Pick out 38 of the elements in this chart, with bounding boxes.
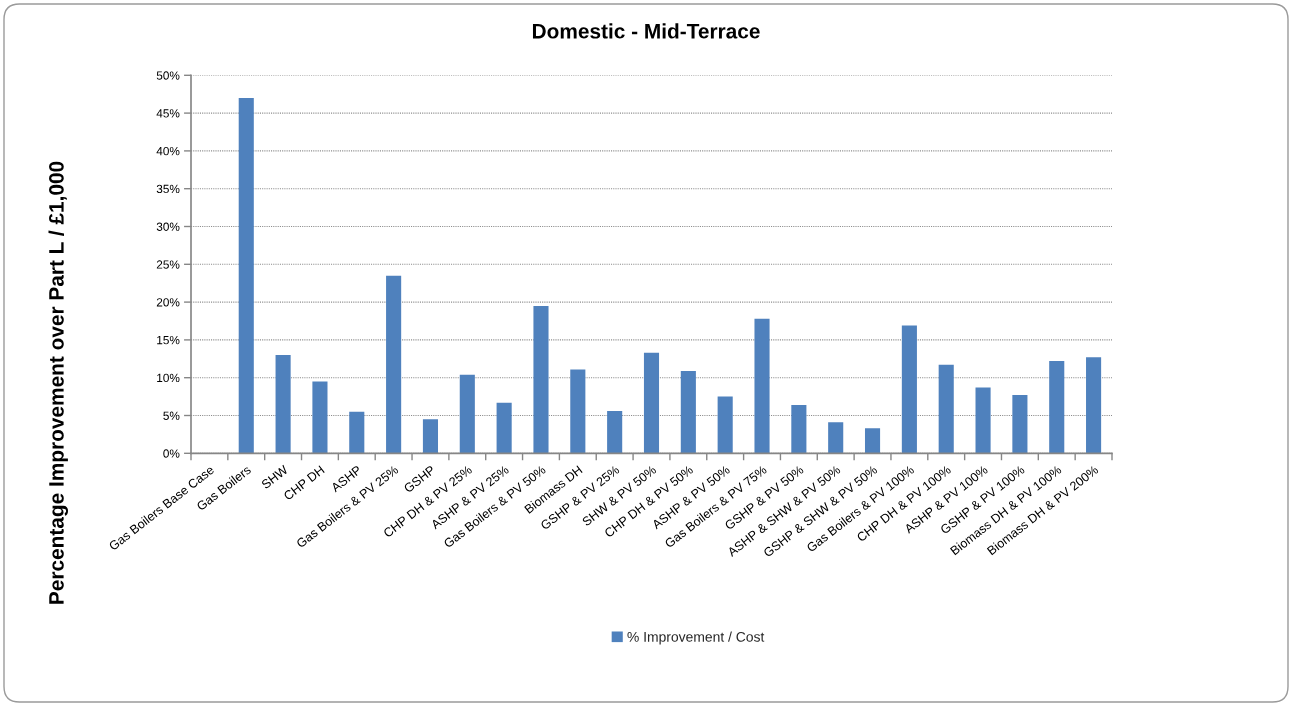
- bar: [349, 411, 365, 454]
- y-axis-title: Percentage Improvement over Part L / £1,000: [48, 161, 68, 604]
- y-tick-label: 40%: [156, 146, 180, 156]
- bar: [901, 325, 917, 454]
- bar: [533, 305, 549, 454]
- y-tick-label: 5%: [163, 411, 180, 420]
- y-tick-label: 25%: [156, 260, 180, 269]
- bar: [570, 369, 586, 454]
- bar: [754, 318, 770, 454]
- y-tick-label: 20%: [156, 298, 180, 307]
- bar: [717, 396, 733, 454]
- bar: [828, 422, 844, 454]
- bar: [975, 387, 991, 454]
- y-tick-label: 45%: [156, 109, 180, 118]
- y-tick-label: 0%: [163, 449, 180, 458]
- bar: [422, 419, 439, 454]
- bar: [791, 404, 807, 454]
- bar: [496, 402, 512, 454]
- legend-label: % Improvement / Cost: [627, 631, 765, 645]
- bar: [1049, 361, 1065, 454]
- bar: [238, 97, 254, 454]
- bar: [864, 428, 881, 454]
- chart-title: Domestic - Mid-Terrace: [532, 23, 760, 39]
- bar: [312, 381, 328, 454]
- bar: [1086, 357, 1102, 454]
- bar: [386, 275, 402, 454]
- bar: [938, 364, 954, 454]
- bar: [643, 352, 660, 454]
- bar: [1012, 395, 1028, 454]
- y-tick-label: 10%: [157, 373, 180, 383]
- bar: [459, 374, 475, 454]
- y-tick-label: 30%: [156, 222, 180, 231]
- bar: [275, 355, 291, 454]
- y-tick-label: 35%: [156, 184, 180, 194]
- bar: [607, 410, 623, 454]
- y-tick-label: 50%: [156, 71, 180, 80]
- y-tick-label: 15%: [157, 335, 180, 345]
- bar: [680, 370, 696, 454]
